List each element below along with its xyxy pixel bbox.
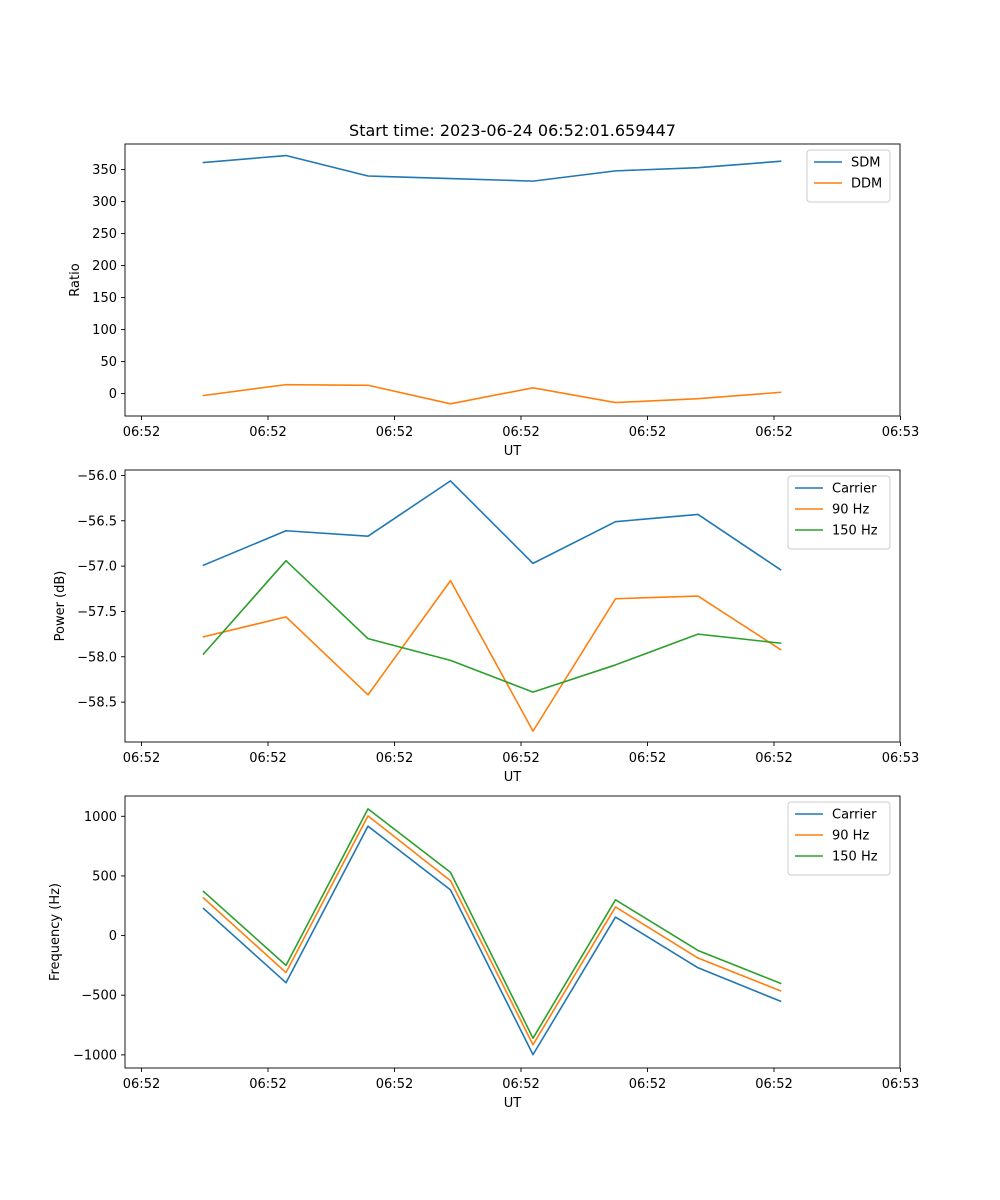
legend-box xyxy=(806,149,891,203)
legend: SDM DDM xyxy=(806,149,891,203)
legend-entry: SDM xyxy=(851,156,880,171)
axes-frame xyxy=(124,795,901,1069)
y-tick-label: 250 xyxy=(92,227,117,242)
plots: 06:52 06:52 06:52 06:52 06:52 06:52 06:53 0 50 10… xyxy=(48,143,919,1111)
x-tick-label: 06:52 xyxy=(123,1077,160,1092)
legend-entry: 90 Hz xyxy=(832,503,869,518)
y-tick-label: 350 xyxy=(92,163,117,178)
x-axis-label: UT xyxy=(504,444,522,459)
series-line-carrier xyxy=(202,825,782,1056)
y-axis-label: Frequency (Hz) xyxy=(48,883,63,981)
series-line-150-hz xyxy=(202,808,782,1039)
series-line-sdm xyxy=(202,154,782,182)
series-line-90-hz xyxy=(202,815,782,1046)
axes-frame xyxy=(124,469,901,743)
y-tick-label: 200 xyxy=(92,259,117,274)
x-tick-label: 06:52 xyxy=(502,751,539,766)
y-tick-label: 150 xyxy=(92,291,117,306)
series-line-90-hz xyxy=(202,579,782,732)
y-tick-label: 0 xyxy=(109,387,117,402)
x-tick-label: 06:52 xyxy=(376,425,413,440)
x-tick-label: 06:53 xyxy=(882,425,919,440)
x-tick-label: 06:52 xyxy=(249,1077,286,1092)
y-axis-label: Power (dB) xyxy=(53,571,68,642)
legend-entry: DDM xyxy=(851,177,882,192)
legend-entry: Carrier xyxy=(832,808,877,823)
y-tick-label: −56.5 xyxy=(77,514,117,529)
x-tick-label: 06:52 xyxy=(502,425,539,440)
legend: Carrier 90 Hz 150 Hz xyxy=(787,475,891,550)
y-tick-label: −56.0 xyxy=(77,469,117,484)
y-tick-label: 50 xyxy=(100,355,117,370)
x-tick-label: 06:52 xyxy=(123,425,160,440)
x-tick-label: 06:52 xyxy=(123,751,160,766)
series-line-carrier xyxy=(202,480,782,571)
series-line-150-hz xyxy=(202,559,782,693)
x-axis-label: UT xyxy=(504,1096,522,1111)
subplot-1: 06:52 06:52 06:52 06:52 06:52 06:52 06:53 0 50 10… xyxy=(68,143,919,459)
x-tick-label: 06:52 xyxy=(249,751,286,766)
y-tick-label: 100 xyxy=(92,323,117,338)
series-line-ddm xyxy=(202,383,782,405)
y-tick-label: −58.5 xyxy=(77,696,117,711)
x-tick-label: 06:53 xyxy=(882,751,919,766)
x-tick-label: 06:52 xyxy=(629,1077,666,1092)
x-tick-label: 06:53 xyxy=(882,1077,919,1092)
y-tick-label: 500 xyxy=(92,869,117,884)
y-tick-label: 0 xyxy=(109,929,117,944)
legend-entry: 150 Hz xyxy=(832,524,878,539)
y-tick-label: 1000 xyxy=(84,810,117,825)
x-tick-label: 06:52 xyxy=(755,425,792,440)
subplot-3: 06:52 06:52 06:52 06:52 06:52 06:52 06:53 −1000… xyxy=(48,795,919,1111)
y-tick-label: −1000 xyxy=(73,1048,117,1063)
subplot-2: 06:52 06:52 06:52 06:52 06:52 06:52 06:53 −58.5… xyxy=(53,469,919,785)
x-tick-label: 06:52 xyxy=(629,425,666,440)
x-tick-label: 06:52 xyxy=(249,425,286,440)
y-tick-label: 300 xyxy=(92,195,117,210)
legend-entry: 90 Hz xyxy=(832,829,869,844)
legend-entry: Carrier xyxy=(832,482,877,497)
x-tick-label: 06:52 xyxy=(376,751,413,766)
x-tick-label: 06:52 xyxy=(629,751,666,766)
axes-frame xyxy=(124,143,901,417)
legend: Carrier 90 Hz 150 Hz xyxy=(787,801,891,876)
y-tick-label: −57.5 xyxy=(77,605,117,620)
y-axis-label: Ratio xyxy=(68,263,83,296)
y-tick-label: −57.0 xyxy=(77,560,117,575)
x-axis-label: UT xyxy=(504,770,522,785)
x-tick-label: 06:52 xyxy=(755,751,792,766)
y-tick-label: −58.0 xyxy=(77,650,117,665)
x-tick-label: 06:52 xyxy=(755,1077,792,1092)
y-tick-label: −500 xyxy=(81,989,117,1004)
legend-entry: 150 Hz xyxy=(832,850,878,865)
x-tick-label: 06:52 xyxy=(376,1077,413,1092)
x-tick-label: 06:52 xyxy=(502,1077,539,1092)
chart-title: Start time: 2023-06-24 06:52:01.659447 xyxy=(349,121,676,140)
